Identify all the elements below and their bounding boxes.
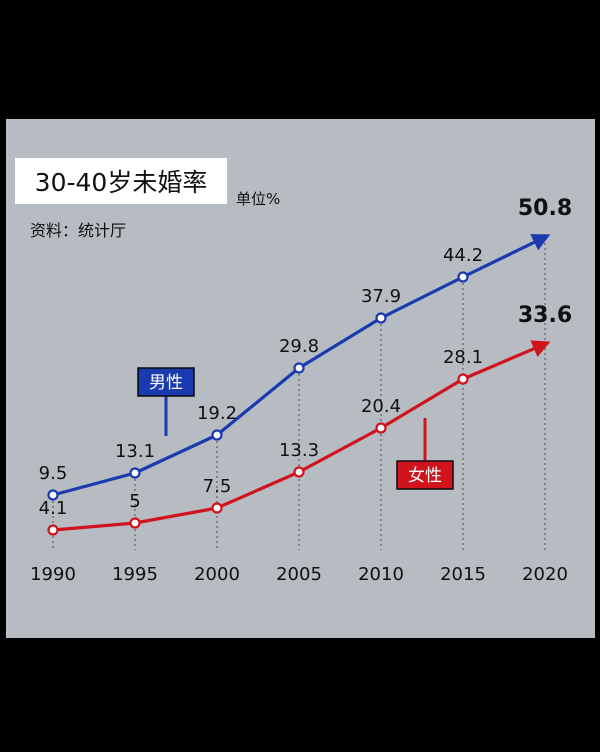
data-point bbox=[293, 466, 305, 478]
data-label: 29.8 bbox=[279, 336, 319, 357]
x-tick-label: 2020 bbox=[522, 564, 568, 585]
data-point bbox=[375, 312, 387, 324]
x-tick-label: 2000 bbox=[194, 564, 240, 585]
legend-label-male: 男性 bbox=[149, 373, 183, 393]
x-tick-label: 1995 bbox=[112, 564, 158, 585]
data-label: 7.5 bbox=[203, 476, 232, 497]
series-arrowhead bbox=[530, 340, 551, 357]
data-label: 13.3 bbox=[279, 440, 319, 461]
data-point bbox=[211, 429, 223, 441]
data-label: 37.9 bbox=[361, 286, 401, 307]
data-label: 13.1 bbox=[115, 441, 155, 462]
data-point bbox=[293, 362, 305, 374]
legend-label-female: 女性 bbox=[408, 466, 442, 486]
data-point bbox=[211, 502, 223, 514]
x-tick-label: 1990 bbox=[30, 564, 76, 585]
data-point bbox=[457, 373, 469, 385]
data-label: 9.5 bbox=[39, 463, 68, 484]
chart-panel bbox=[6, 119, 595, 638]
unit-label: 单位% bbox=[236, 190, 281, 208]
source-label: 资料：统计厅 bbox=[30, 221, 127, 240]
data-point bbox=[47, 524, 59, 536]
chart-title: 30-40岁未婚率 bbox=[15, 158, 227, 204]
legend-box-male bbox=[137, 367, 195, 397]
data-point bbox=[47, 489, 59, 501]
data-label: 50.8 bbox=[518, 196, 572, 221]
data-label: 5 bbox=[129, 491, 140, 512]
data-label: 19.2 bbox=[197, 403, 237, 424]
data-point bbox=[375, 422, 387, 434]
data-point bbox=[457, 271, 469, 283]
x-tick-label: 2010 bbox=[358, 564, 404, 585]
x-tick-label: 2005 bbox=[276, 564, 322, 585]
data-label: 28.1 bbox=[443, 347, 483, 368]
legend-box-female bbox=[396, 460, 454, 490]
data-point bbox=[129, 517, 141, 529]
series-arrowhead bbox=[530, 234, 551, 251]
data-label: 44.2 bbox=[443, 245, 483, 266]
data-point bbox=[129, 467, 141, 479]
x-tick-label: 2015 bbox=[440, 564, 486, 585]
data-label: 20.4 bbox=[361, 396, 401, 417]
data-label: 4.1 bbox=[39, 498, 68, 519]
data-label: 33.6 bbox=[518, 303, 572, 328]
